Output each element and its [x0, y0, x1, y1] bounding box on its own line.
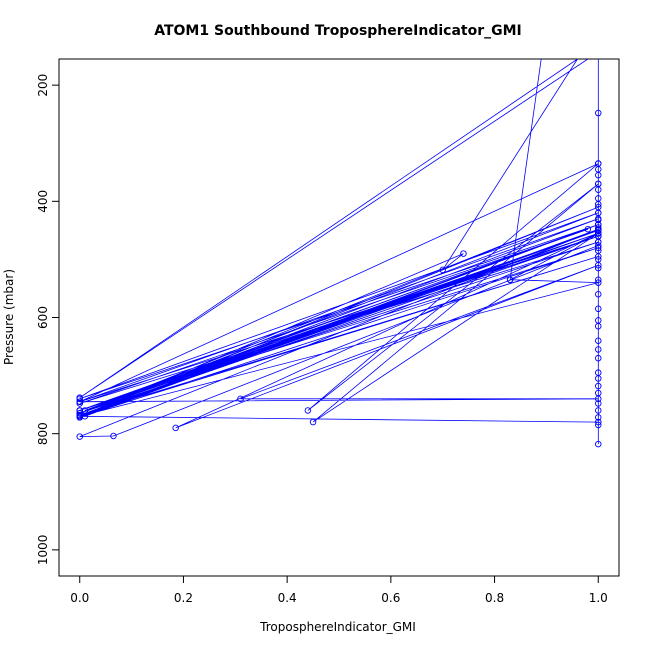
data-point	[595, 421, 602, 429]
chart-title: ATOM1 Southbound TroposphereIndicator_GM…	[154, 23, 522, 39]
data-point	[110, 432, 117, 440]
data-point	[595, 389, 602, 397]
data-point	[76, 410, 83, 417]
y-tick-label: 600	[36, 306, 50, 329]
data-point	[595, 264, 602, 272]
x-tick-label: 0.4	[278, 591, 297, 605]
x-tick-label: 1.0	[589, 591, 608, 605]
data-point	[584, 225, 592, 233]
x-tick-label: 0.8	[485, 591, 504, 605]
data-point	[595, 216, 602, 224]
y-tick-label: 1000	[36, 535, 50, 566]
y-axis-label: Pressure (mbar)	[2, 269, 16, 365]
data-point	[595, 256, 602, 263]
data-point	[460, 250, 467, 257]
y-tick-label: 400	[36, 190, 50, 213]
x-tick-label: 0.6	[381, 591, 400, 605]
data-point	[595, 407, 602, 414]
y-tick-label: 200	[36, 74, 50, 97]
data-point	[595, 400, 602, 407]
data-point	[76, 413, 83, 420]
data-point	[595, 375, 602, 382]
data-point	[595, 414, 602, 421]
data-point	[595, 230, 602, 237]
data-point	[595, 186, 602, 193]
data-point	[595, 418, 602, 426]
data-point	[76, 400, 83, 407]
data-point	[172, 424, 179, 432]
data-point	[76, 398, 83, 405]
data-point	[595, 200, 602, 208]
data-point	[595, 276, 602, 283]
data-point	[304, 407, 312, 414]
data-point	[595, 305, 602, 313]
data-point	[595, 382, 602, 390]
data-point	[506, 276, 514, 283]
series-layer	[76, 59, 602, 448]
data-point	[237, 395, 244, 403]
data-point	[595, 440, 602, 448]
data-point	[595, 354, 602, 362]
data-point	[595, 346, 602, 353]
plot-frame	[58, 58, 620, 577]
x-tick-label: 0.0	[70, 591, 89, 605]
y-tick-label: 800	[36, 422, 50, 445]
data-point	[595, 109, 602, 117]
x-axis: 0.0 0.2 0.4 0.6 0.8 1.0	[70, 575, 608, 605]
data-series	[76, 59, 602, 448]
data-point	[76, 395, 83, 403]
data-point	[595, 337, 602, 344]
data-point	[595, 238, 602, 246]
data-point	[439, 266, 446, 274]
data-point	[76, 433, 83, 440]
data-point	[595, 247, 602, 254]
data-point	[595, 322, 602, 330]
data-point	[595, 171, 602, 179]
x-axis-label: TroposphereIndicator_GMI	[259, 620, 416, 634]
x-tick-label: 0.2	[174, 591, 193, 605]
data-point	[595, 291, 602, 298]
data-point	[595, 209, 602, 217]
data-point	[309, 418, 317, 426]
y-axis: 200 400 600 800 1000	[36, 74, 60, 566]
data-point	[595, 279, 602, 286]
series-line	[79, 59, 599, 445]
